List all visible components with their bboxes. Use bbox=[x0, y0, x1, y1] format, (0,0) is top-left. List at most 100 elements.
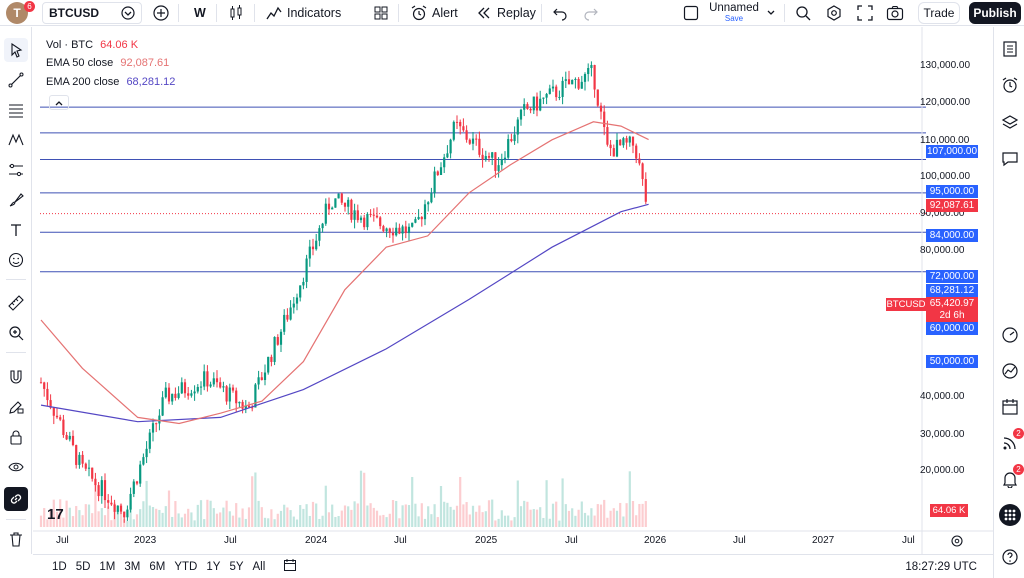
screenshot-button[interactable] bbox=[886, 0, 904, 26]
level-label-60000[interactable]: 60,000.00 bbox=[926, 322, 978, 335]
trend-line-tool[interactable] bbox=[4, 68, 28, 92]
interval-button[interactable]: W bbox=[194, 6, 206, 20]
calendar-button[interactable] bbox=[998, 395, 1022, 419]
time-axis-settings[interactable] bbox=[950, 534, 964, 551]
volume-bar bbox=[487, 500, 491, 527]
stay-drawing-tool[interactable] bbox=[4, 395, 28, 419]
text-tool[interactable] bbox=[4, 218, 28, 242]
range-5d[interactable]: 5D bbox=[75, 560, 91, 573]
ideas-button[interactable] bbox=[998, 359, 1022, 383]
help-button[interactable] bbox=[998, 545, 1022, 569]
chart-pane[interactable]: 17 bbox=[33, 27, 993, 554]
volume-bar bbox=[100, 508, 103, 527]
symbol-search[interactable]: BTCUSD bbox=[42, 2, 142, 24]
remove-drawings-tool[interactable] bbox=[4, 527, 28, 551]
candle-body bbox=[398, 227, 401, 234]
pulse-button[interactable] bbox=[998, 323, 1022, 347]
brush-tool[interactable] bbox=[4, 188, 28, 212]
collapse-legend-button[interactable] bbox=[49, 95, 69, 110]
volume-bar bbox=[603, 499, 606, 527]
candle-body bbox=[263, 372, 267, 380]
candle-body bbox=[65, 434, 68, 440]
gauge-icon bbox=[1002, 327, 1018, 343]
watchlist-button[interactable] bbox=[998, 37, 1022, 61]
measure-tool[interactable] bbox=[4, 291, 28, 315]
level-label-107000[interactable]: 107,000.00 bbox=[926, 145, 978, 158]
settings-button[interactable] bbox=[826, 0, 842, 26]
quick-search-button[interactable] bbox=[795, 0, 811, 26]
range-3m[interactable]: 3M bbox=[124, 560, 141, 573]
fullscreen-button[interactable] bbox=[857, 0, 873, 26]
candle-body bbox=[350, 199, 353, 220]
volume-bar bbox=[283, 504, 286, 527]
lock-drawings-tool[interactable] bbox=[4, 425, 28, 449]
candle-body bbox=[145, 448, 148, 458]
pattern-tool[interactable] bbox=[4, 128, 28, 152]
undo-button[interactable] bbox=[552, 0, 568, 26]
zoom-tool[interactable] bbox=[4, 321, 28, 345]
sync-drawings-tool[interactable] bbox=[4, 487, 28, 511]
volume-bar bbox=[273, 519, 276, 527]
range-1y[interactable]: 1Y bbox=[206, 560, 221, 573]
products-button[interactable] bbox=[998, 503, 1022, 527]
forecast-tool[interactable] bbox=[4, 158, 28, 182]
ema200-legend[interactable]: EMA 200 close 68,281.12 bbox=[46, 76, 175, 88]
range-6m[interactable]: 6M bbox=[149, 560, 166, 573]
indicators-button[interactable]: Indicators bbox=[266, 0, 341, 26]
redo-button[interactable] bbox=[583, 0, 599, 26]
publish-button[interactable]: Publish bbox=[969, 2, 1021, 24]
ema50-legend[interactable]: EMA 50 close 92,087.61 bbox=[46, 57, 169, 69]
candle-body bbox=[126, 509, 129, 518]
level-label-95000[interactable]: 95,000.00 bbox=[926, 185, 978, 198]
cursor-tool[interactable] bbox=[4, 38, 28, 62]
candle-body bbox=[587, 68, 590, 75]
chart-type-button[interactable] bbox=[228, 0, 244, 26]
volume-bar bbox=[337, 516, 340, 527]
layout-name-button[interactable]: Unnamed Save bbox=[707, 2, 761, 23]
range-all[interactable]: All bbox=[252, 560, 266, 573]
candle-body bbox=[596, 89, 599, 106]
alert-button[interactable]: Alert bbox=[411, 0, 458, 26]
date-range-button[interactable] bbox=[283, 558, 297, 575]
price-chart-canvas[interactable]: 17 bbox=[33, 27, 993, 554]
range-1d[interactable]: 1D bbox=[52, 560, 67, 573]
ema200-price-tag: 68,281.12 bbox=[926, 284, 978, 297]
hide-drawings-tool[interactable] bbox=[4, 455, 28, 479]
candle-body bbox=[427, 202, 430, 205]
streams-button[interactable] bbox=[998, 431, 1022, 455]
last-price-value: 65,420.97 bbox=[929, 298, 975, 309]
candle-body bbox=[148, 432, 151, 449]
fib-tool[interactable] bbox=[4, 98, 28, 122]
volume-bar bbox=[382, 514, 385, 527]
candles-icon bbox=[230, 5, 242, 20]
volume-legend[interactable]: Vol · BTC 64.06 K bbox=[46, 39, 138, 51]
layout-menu-button[interactable] bbox=[766, 0, 776, 26]
user-avatar[interactable]: T bbox=[6, 2, 28, 24]
symbol-dropdown-icon[interactable] bbox=[121, 6, 135, 23]
volume-bar bbox=[228, 511, 231, 527]
magnet-tool[interactable] bbox=[4, 365, 28, 389]
volume-bar bbox=[190, 512, 193, 527]
candle-body bbox=[523, 104, 526, 110]
level-label-50000[interactable]: 50,000.00 bbox=[926, 355, 978, 368]
trade-button[interactable]: Trade bbox=[918, 2, 960, 24]
indicators-label: Indicators bbox=[287, 6, 342, 20]
range-ytd[interactable]: YTD bbox=[174, 560, 198, 573]
compare-symbol-button[interactable] bbox=[153, 0, 169, 26]
templates-button[interactable] bbox=[373, 0, 389, 26]
candle-body bbox=[430, 193, 433, 203]
chats-button[interactable] bbox=[998, 147, 1022, 171]
utc-clock[interactable]: 18:27:29 UTC bbox=[905, 560, 977, 573]
alarm-clock-icon bbox=[411, 5, 427, 21]
object-tree-button[interactable] bbox=[998, 111, 1022, 135]
range-1m[interactable]: 1M bbox=[99, 560, 116, 573]
notifications-button[interactable] bbox=[998, 467, 1022, 491]
replay-button[interactable]: Replay bbox=[476, 0, 536, 26]
candle-body bbox=[199, 386, 203, 388]
level-label-84000[interactable]: 84,000.00 bbox=[926, 229, 978, 242]
layout-checkbox[interactable] bbox=[683, 0, 699, 26]
emoji-tool[interactable] bbox=[4, 248, 28, 272]
range-5y[interactable]: 5Y bbox=[229, 560, 244, 573]
level-label-72000[interactable]: 72,000.00 bbox=[926, 270, 978, 283]
alerts-panel-button[interactable] bbox=[998, 73, 1022, 97]
